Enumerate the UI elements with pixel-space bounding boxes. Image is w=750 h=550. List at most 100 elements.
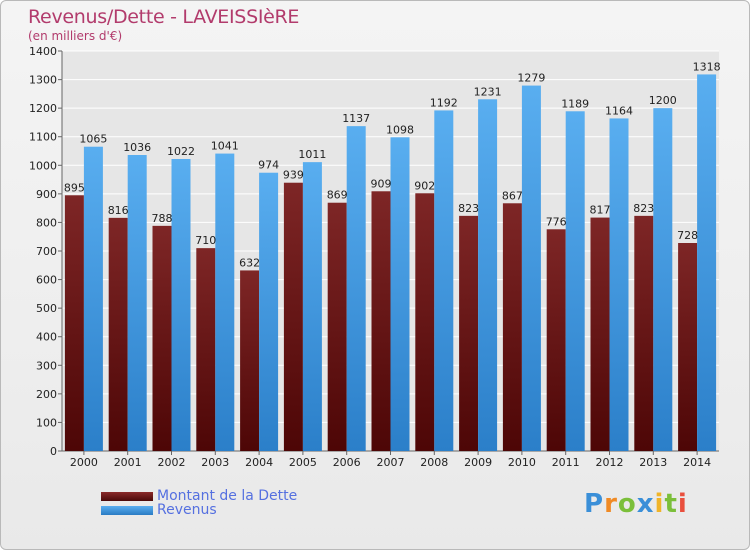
bar-debt [108, 217, 128, 451]
bar-revenue [434, 110, 454, 451]
y-tick-label: 0 [50, 445, 57, 458]
bar-revenue [609, 118, 629, 451]
y-tick-label: 500 [36, 302, 57, 315]
bar-revenue [127, 155, 147, 451]
bar-debt [196, 248, 216, 451]
bar-debt [590, 217, 610, 451]
data-label-debt: 869 [327, 189, 348, 202]
data-label-debt: 776 [546, 215, 567, 228]
x-tick-label: 2013 [639, 456, 667, 469]
bar-debt [459, 215, 479, 451]
x-tick-label: 2002 [158, 456, 186, 469]
bar-revenue [171, 159, 191, 451]
bar-debt [415, 193, 435, 452]
y-tick-label: 200 [36, 388, 57, 401]
data-label-revenue: 1189 [561, 97, 589, 110]
y-tick-label: 1000 [29, 159, 57, 172]
legend-item-revenue: Revenus [101, 502, 217, 518]
y-tick-label: 1300 [29, 74, 57, 87]
data-label-revenue: 1036 [123, 141, 151, 154]
bar-debt [327, 202, 347, 451]
bar-debt [64, 195, 84, 451]
data-label-debt: 823 [633, 202, 654, 215]
y-tick-label: 400 [36, 331, 57, 344]
y-tick-label: 100 [36, 416, 57, 429]
bar-revenue [302, 162, 322, 451]
legend-item-debt: Montant de la Dette [101, 488, 298, 504]
x-tick-label: 2009 [464, 456, 492, 469]
legend-swatch-revenue [101, 505, 153, 515]
data-label-debt: 909 [371, 177, 392, 190]
y-tick-label: 600 [36, 274, 57, 287]
y-tick-label: 1200 [29, 102, 57, 115]
y-tick-label: 300 [36, 359, 57, 372]
x-tick-label: 2011 [552, 456, 580, 469]
bar-debt [502, 203, 522, 451]
legend-swatch-debt [101, 491, 153, 501]
data-label-revenue: 974 [258, 159, 279, 172]
data-label-debt: 895 [64, 181, 85, 194]
x-tick-label: 2007 [377, 456, 405, 469]
x-tick-label: 2012 [596, 456, 624, 469]
bar-revenue [521, 85, 541, 452]
bar-revenue [346, 126, 366, 452]
data-label-debt: 939 [283, 169, 304, 182]
x-tick-label: 2005 [289, 456, 317, 469]
data-label-revenue: 1022 [167, 145, 195, 158]
bar-revenue [215, 153, 235, 452]
legend-label-debt: Montant de la Dette [157, 488, 298, 504]
y-tick-label: 700 [36, 245, 57, 258]
chart-subtitle: (en milliers d'€) [28, 29, 123, 43]
data-label-revenue: 1137 [342, 112, 370, 125]
bar-debt [283, 182, 303, 451]
data-label-debt: 632 [239, 256, 260, 269]
data-label-revenue: 1231 [474, 85, 502, 98]
data-label-revenue: 1164 [605, 104, 633, 117]
bar-revenue [390, 137, 410, 452]
x-tick-label: 2006 [333, 456, 361, 469]
data-label-revenue: 1041 [211, 140, 239, 153]
x-tick-label: 2004 [245, 456, 273, 469]
bar-debt [371, 191, 391, 452]
data-label-revenue: 1192 [430, 96, 458, 109]
data-label-revenue: 1098 [386, 123, 414, 136]
y-tick-label: 1400 [29, 45, 57, 58]
data-label-debt: 817 [590, 204, 611, 217]
bar-revenue [478, 99, 498, 452]
data-label-debt: 902 [414, 179, 435, 192]
bar-revenue [697, 74, 717, 451]
bar-revenue [653, 108, 673, 452]
data-label-debt: 728 [677, 229, 698, 242]
bar-revenue [83, 146, 103, 451]
bar-revenue [259, 172, 279, 451]
bar-debt [240, 270, 260, 451]
data-label-revenue: 1318 [693, 60, 721, 73]
data-label-revenue: 1279 [517, 72, 545, 85]
x-tick-label: 2010 [508, 456, 536, 469]
y-tick-label: 1100 [29, 131, 57, 144]
data-label-debt: 788 [152, 212, 173, 225]
bar-debt [634, 215, 654, 451]
data-label-debt: 710 [195, 234, 216, 247]
proxiti-logo: Proxiti [584, 489, 688, 519]
data-label-revenue: 1200 [649, 94, 677, 107]
legend-label-revenue: Revenus [157, 502, 217, 518]
bar-revenue [565, 111, 585, 452]
data-label-revenue: 1065 [79, 133, 107, 146]
x-tick-label: 2000 [70, 456, 98, 469]
data-label-debt: 823 [458, 202, 479, 215]
chart-title: Revenus/Dette - LAVEISSIèRE [28, 6, 300, 28]
x-tick-label: 2008 [420, 456, 448, 469]
x-tick-label: 2014 [683, 456, 711, 469]
data-label-revenue: 1011 [298, 148, 326, 161]
bar-debt [546, 229, 566, 451]
bar-debt [152, 225, 172, 451]
x-tick-label: 2001 [114, 456, 142, 469]
x-tick-label: 2003 [201, 456, 229, 469]
data-label-debt: 816 [108, 204, 129, 217]
y-tick-label: 800 [36, 216, 57, 229]
y-tick-label: 900 [36, 188, 57, 201]
bar-debt [678, 243, 698, 451]
